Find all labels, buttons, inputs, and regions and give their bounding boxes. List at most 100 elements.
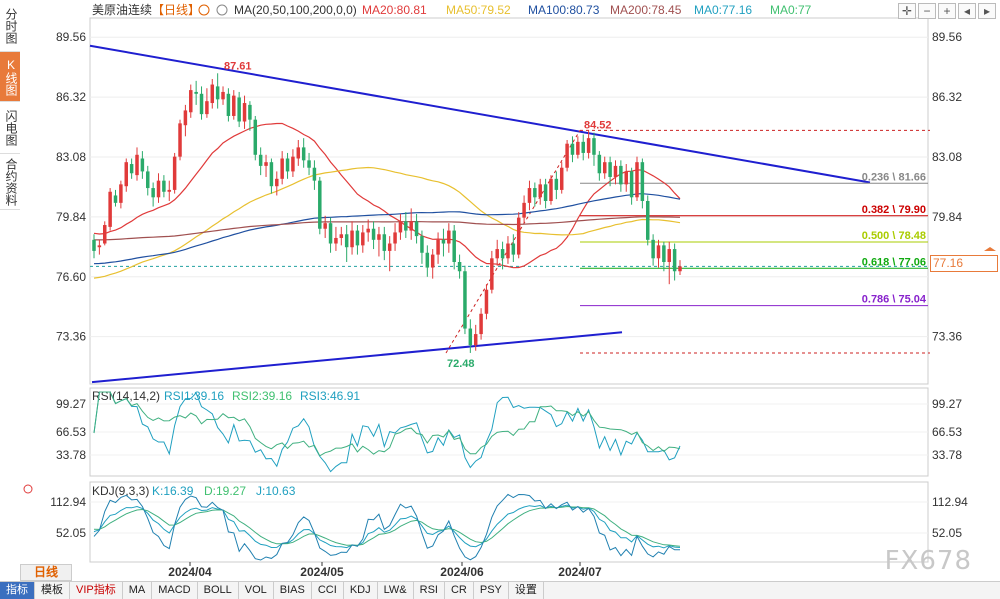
candle-body-45 bbox=[334, 237, 338, 244]
rsi-header-rsi3: RSI3:46.91 bbox=[300, 389, 360, 403]
toolbar-button-2[interactable]: VIP指标 bbox=[70, 582, 123, 599]
kdj-d-line bbox=[93, 505, 681, 547]
candle-body-10 bbox=[146, 171, 150, 189]
candle-body-22 bbox=[210, 84, 215, 104]
toolbar-button-13[interactable]: PSY bbox=[474, 582, 509, 599]
candle-body-97 bbox=[613, 165, 618, 177]
candle-body-105 bbox=[656, 245, 661, 259]
toolbar-button-7[interactable]: BIAS bbox=[274, 582, 312, 599]
toolbar-button-9[interactable]: KDJ bbox=[344, 582, 378, 599]
kdj-tick-right-0: 112.94 bbox=[932, 495, 968, 509]
candle-body-58 bbox=[404, 221, 408, 231]
candle-body-70 bbox=[468, 328, 473, 346]
candle-body-23 bbox=[215, 86, 220, 100]
candle-body-90 bbox=[576, 141, 580, 155]
side-tab-1[interactable]: K线图 bbox=[0, 52, 20, 102]
header-period: 【日线】 bbox=[152, 3, 200, 17]
candle-body-44 bbox=[328, 223, 333, 244]
toolbar-button-4[interactable]: MACD bbox=[152, 582, 198, 599]
candle-body-39 bbox=[301, 147, 306, 161]
candle-body-96 bbox=[608, 162, 612, 177]
candle-body-31 bbox=[258, 154, 263, 166]
candle-body-83 bbox=[538, 184, 542, 198]
ma20-line bbox=[93, 122, 681, 269]
side-tab-2[interactable]: 闪电图 bbox=[0, 102, 20, 154]
candle-body-26 bbox=[232, 95, 236, 116]
kdj-header-label: KDJ(9,3,3) bbox=[92, 484, 149, 498]
candle-body-68 bbox=[457, 262, 462, 272]
candle-body-27 bbox=[237, 97, 241, 122]
toolbar-button-1[interactable]: 模板 bbox=[35, 582, 70, 599]
candle-body-46 bbox=[339, 234, 344, 238]
scroll-right-icon[interactable]: ▸ bbox=[978, 3, 996, 19]
candle-body-54 bbox=[382, 234, 387, 251]
kdj-header-d: D:19.27 bbox=[204, 484, 246, 498]
price-tick-left-0: 89.56 bbox=[56, 30, 86, 44]
candle-body-87 bbox=[559, 167, 564, 190]
candle-body-102 bbox=[640, 162, 645, 201]
header-ma0a: MA0:77.16 bbox=[694, 3, 752, 17]
add-indicator-icon bbox=[216, 4, 228, 16]
candle-body-109 bbox=[678, 266, 682, 272]
fib-label-1: 0.382 \ 79.90 bbox=[862, 204, 926, 216]
toolbar-button-0[interactable]: 指标 bbox=[0, 582, 35, 599]
toolbar-button-10[interactable]: LW& bbox=[378, 582, 414, 599]
crosshair-icon[interactable]: ✛ bbox=[898, 3, 916, 19]
candle-body-2 bbox=[103, 225, 107, 244]
candle-body-14 bbox=[167, 189, 172, 192]
candle-body-79 bbox=[516, 217, 521, 255]
side-tab-0[interactable]: 分时图 bbox=[0, 0, 20, 52]
fib-label-2: 0.500 \ 78.48 bbox=[862, 230, 926, 242]
candle-body-64 bbox=[436, 239, 440, 255]
toolbar-button-8[interactable]: CCI bbox=[312, 582, 344, 599]
candle-body-49 bbox=[355, 230, 360, 246]
candle-body-65 bbox=[441, 239, 446, 244]
indicator-toolbar: 指标 模板 VIP指标 MA MACD BOLL VOL BIAS CCI KDJ LW& RSI CR… bbox=[0, 581, 1000, 599]
candle-body-94 bbox=[597, 154, 602, 174]
candle-body-66 bbox=[447, 230, 451, 244]
side-tab-3[interactable]: 合约资料 bbox=[0, 154, 20, 210]
candle-body-3 bbox=[108, 191, 112, 227]
rsi-header-rsi2: RSI2:39.16 bbox=[232, 389, 292, 403]
candle-body-78 bbox=[511, 243, 516, 255]
toolbar-button-6[interactable]: VOL bbox=[239, 582, 274, 599]
candle-body-0 bbox=[92, 239, 96, 251]
toolbar-button-5[interactable]: BOLL bbox=[198, 582, 239, 599]
price-tick-left-2: 83.08 bbox=[56, 150, 86, 164]
candle-body-56 bbox=[393, 232, 397, 244]
candle-body-1 bbox=[97, 245, 102, 248]
zoom-out-icon[interactable]: − bbox=[918, 3, 936, 19]
toolbar-button-3[interactable]: MA bbox=[123, 582, 153, 599]
kdj-tick-left-1: 52.05 bbox=[56, 526, 86, 540]
candle-body-9 bbox=[140, 158, 145, 172]
candle-body-37 bbox=[291, 156, 295, 172]
ma100-line bbox=[93, 193, 681, 265]
candle-body-7 bbox=[129, 164, 134, 174]
candle-body-67 bbox=[452, 230, 456, 262]
fib-label-3: 0.618 \ 77.06 bbox=[862, 256, 926, 268]
toolbar-button-14[interactable]: 设置 bbox=[509, 582, 544, 599]
candle-body-99 bbox=[624, 171, 628, 185]
candle-body-20 bbox=[199, 93, 204, 115]
kdj-tick-left-0: 112.94 bbox=[50, 495, 86, 509]
candle-body-71 bbox=[473, 334, 478, 346]
price-tick-left-5: 73.36 bbox=[56, 330, 86, 344]
candle-body-32 bbox=[264, 162, 268, 166]
toolbar-button-12[interactable]: CR bbox=[445, 582, 474, 599]
kdj-j-line bbox=[93, 493, 680, 561]
header-ma20: MA20:80.81 bbox=[362, 3, 427, 17]
toolbar-button-11[interactable]: RSI bbox=[414, 582, 445, 599]
price-marker-arrow bbox=[984, 247, 996, 251]
candle-body-80 bbox=[522, 202, 526, 218]
candle-body-82 bbox=[533, 188, 537, 198]
candle-body-103 bbox=[645, 201, 650, 240]
header-ma50: MA50:79.52 bbox=[446, 3, 511, 17]
period-selector[interactable]: 日线 bbox=[20, 564, 72, 581]
settings-gear-icon bbox=[198, 4, 210, 16]
zoom-in-icon[interactable]: + bbox=[938, 3, 956, 19]
kline-chart[interactable]: 89.56 86.32 83.08 79.84 76.60 73.36 89.56 86.32… bbox=[0, 0, 1000, 581]
header-ma0b: MA0:77 bbox=[770, 3, 812, 17]
header-ma200: MA200:78.45 bbox=[610, 3, 682, 17]
candle-body-63 bbox=[430, 254, 435, 268]
scroll-left-icon[interactable]: ◂ bbox=[958, 3, 976, 19]
